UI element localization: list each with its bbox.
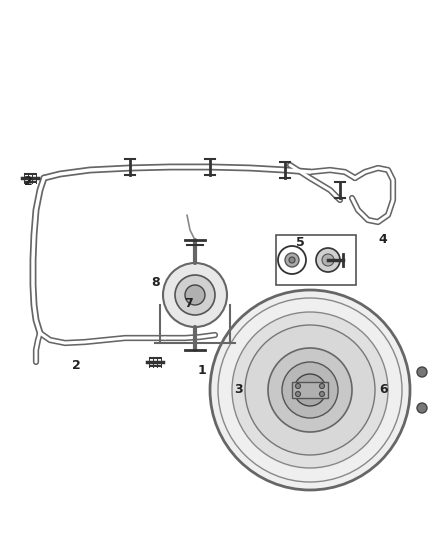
Circle shape bbox=[268, 348, 352, 432]
Text: 5: 5 bbox=[296, 236, 304, 249]
Circle shape bbox=[417, 403, 427, 413]
Circle shape bbox=[296, 392, 300, 397]
Circle shape bbox=[245, 325, 375, 455]
Circle shape bbox=[210, 290, 410, 490]
Circle shape bbox=[316, 248, 340, 272]
Circle shape bbox=[185, 285, 205, 305]
Text: 4: 4 bbox=[379, 233, 388, 246]
Circle shape bbox=[294, 374, 326, 406]
Circle shape bbox=[289, 257, 295, 263]
Text: 2: 2 bbox=[24, 175, 33, 188]
Circle shape bbox=[296, 384, 300, 389]
Bar bbox=[276, 235, 356, 285]
Bar bbox=[292, 382, 328, 398]
Circle shape bbox=[163, 263, 227, 327]
Text: 3: 3 bbox=[234, 383, 243, 395]
Text: 1: 1 bbox=[197, 364, 206, 377]
Circle shape bbox=[322, 254, 334, 266]
Text: 2: 2 bbox=[72, 359, 81, 372]
Text: 8: 8 bbox=[151, 276, 160, 289]
Text: 6: 6 bbox=[379, 383, 388, 395]
Circle shape bbox=[417, 367, 427, 377]
Circle shape bbox=[319, 392, 325, 397]
Circle shape bbox=[282, 362, 338, 418]
Circle shape bbox=[175, 275, 215, 315]
Circle shape bbox=[232, 312, 388, 468]
Circle shape bbox=[285, 253, 299, 267]
Text: 7: 7 bbox=[184, 297, 193, 310]
Circle shape bbox=[319, 384, 325, 389]
